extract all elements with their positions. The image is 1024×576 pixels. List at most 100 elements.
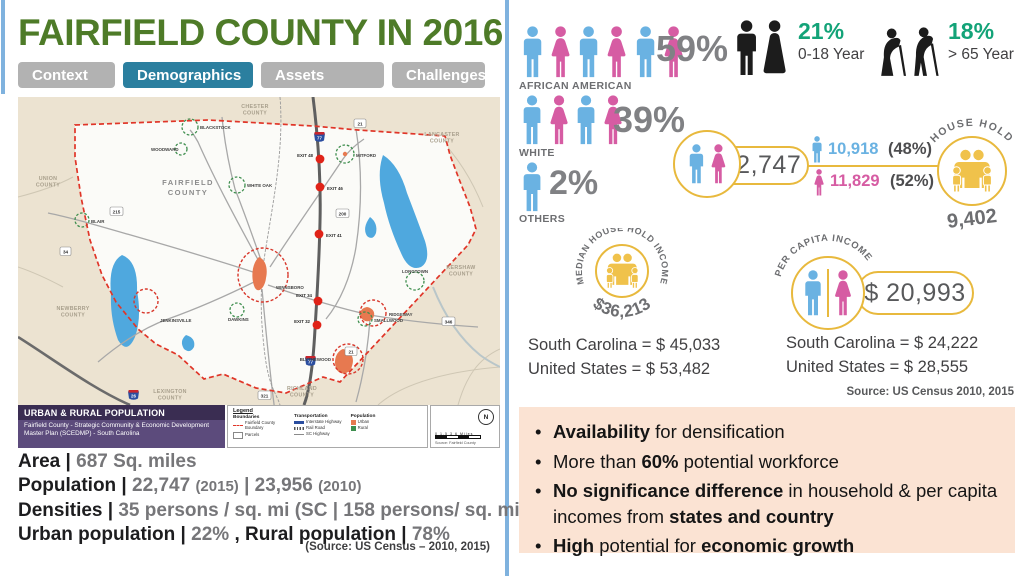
female-person-icon (604, 95, 622, 145)
population-male-icon (686, 144, 707, 184)
male-person-icon (523, 95, 541, 145)
per-capita-circle (791, 256, 865, 330)
town-dawkins: DAWKINS (228, 317, 249, 322)
map-north-scale: N 0 1.5 3 6 Miles Source: Fairfield Coun… (430, 405, 500, 448)
exit-46-label: EXIT 46 (327, 186, 343, 191)
stats-segment: Rural population | (245, 524, 412, 545)
county-stats: Area | 687 Sq. miles Population | 22,747 … (18, 450, 526, 547)
urban-swatch (350, 420, 356, 425)
us21-shield-2: 21 (348, 349, 354, 354)
tab-assets[interactable]: Assets (261, 62, 384, 88)
legend-railroad-label: Rail Road (306, 424, 325, 430)
i77-shield: 77 (317, 136, 322, 141)
youth-pct: 21% (798, 18, 845, 44)
stats-segment: 78% (411, 524, 450, 545)
population-female-icon (708, 144, 729, 184)
youth-male-icon (732, 20, 761, 76)
outside-rivers (432, 286, 501, 368)
insight-segment: 60% (641, 450, 679, 472)
sc200-shield: 200 (339, 211, 347, 216)
center-divider (505, 0, 509, 576)
insight-segment: potential for (594, 535, 702, 557)
female-count-icon (812, 169, 826, 196)
stats-segment: , (229, 524, 246, 545)
male-count-icon-glyph (812, 136, 822, 163)
legend-highway-label: SC Highway (306, 430, 330, 436)
exit-48-label: EXIT 48 (297, 153, 313, 158)
legend-title: Legend (233, 408, 253, 414)
town-winnsboro: WINNSBORO (276, 285, 304, 290)
town-ridgeway: RIDGEWAY (389, 312, 413, 317)
insight-bullet: Availability for densification (529, 419, 1001, 445)
insight-bullet: More than 60% potential workforce (529, 449, 1001, 475)
county-newberry: NEWBERRY (56, 306, 89, 312)
sc346-shield: 346 (445, 319, 453, 324)
route-shields: 77 77 26 21 21 200 215 34 321 346 (59, 118, 456, 400)
legend-boundary-label: Fairfield County Boundary (245, 420, 276, 430)
county-newberry-2: COUNTY (61, 313, 85, 319)
household-circle (937, 136, 1007, 206)
female-count-icon-glyph (814, 169, 824, 196)
stats-segment: 22,747 (132, 475, 196, 496)
white-label: WHITE (519, 147, 555, 159)
tab-context[interactable]: Context (18, 62, 115, 88)
sc34-shield: 34 (63, 249, 69, 254)
stats-segment: Population | (18, 475, 133, 496)
insight-segment: Availability (553, 421, 650, 442)
per-capita-divider (827, 269, 829, 317)
others-label: OTHERS (519, 213, 566, 225)
boundary-swatch (233, 425, 243, 427)
stats-source: (Source: US Census – 2010, 2015) (305, 541, 490, 553)
stats-line: Urban population | 22% , Rural populatio… (18, 523, 500, 547)
town-blackstock: BLACKSTOCK (200, 125, 231, 130)
insight-segment: No significance difference (553, 480, 784, 502)
african-american-icons (519, 25, 687, 78)
stats-segment: | (238, 475, 255, 496)
senior-label: > 65 Year (948, 46, 1014, 63)
insight-segment: More than (553, 450, 642, 472)
tab-demographics[interactable]: Demographics (123, 62, 253, 88)
tab-challenges[interactable]: Challenges (392, 62, 486, 88)
rural-swatch (350, 426, 356, 431)
others-pct: 2% (549, 164, 599, 202)
county-labels: CHESTER COUNTY LANCASTER COUNTY UNION CO… (36, 104, 475, 402)
tab-bar: Context Demographics Assets Challenges (18, 62, 486, 88)
per-capita-pill: $ 20,993 (856, 271, 974, 315)
county-lancaster: LANCASTER (424, 132, 459, 138)
male-count: 10,918 (828, 140, 879, 158)
map-legend: Legend Boundaries Fairfield County Bound… (227, 405, 428, 448)
sc215-shield: 215 (113, 209, 121, 214)
county-fairfield: FAIRFIELD (162, 178, 214, 187)
female-pct: (52%) (890, 172, 935, 190)
us21-shield: 21 (357, 121, 363, 126)
stats-segment: 687 Sq. miles (76, 451, 197, 472)
white-icons (519, 94, 626, 145)
youth-female-icon-glyph (763, 20, 786, 74)
fairfield-county-shape (75, 120, 476, 393)
female-person-icon (550, 95, 568, 145)
map-footer: URBAN & RURAL POPULATION Fairfield Count… (18, 405, 500, 448)
legend-rural-label: Rural (357, 425, 368, 431)
county-lexington-2: COUNTY (158, 396, 182, 402)
town-whiteoak: WHITE OAK (247, 183, 273, 188)
male-person-icon (523, 162, 541, 212)
stats-segment: Urban population | (18, 524, 192, 545)
map-subtitle: Fairfield County - Strategic Community &… (18, 420, 225, 448)
stats-segment: Densities | (18, 500, 119, 521)
population-connector-line (800, 165, 942, 167)
map-title-block: URBAN & RURAL POPULATION Fairfield Count… (18, 405, 225, 448)
population-female-icon-glyph (711, 144, 725, 184)
county-fairfield-2: COUNTY (168, 188, 208, 197)
stats-line: Population | 22,747 (2015) | 23,956 (201… (18, 474, 500, 499)
legend-transportation-head: Transportation (294, 414, 328, 419)
stats-segment: 23,956 (254, 475, 319, 496)
town-smallwood: SMALLWOOD (374, 318, 403, 323)
railroad-line (260, 96, 282, 406)
county-chester: CHESTER (241, 104, 268, 110)
female-count: 11,829 (830, 172, 880, 190)
i26-shield: 26 (131, 394, 136, 399)
urban-highlight-circles (133, 247, 387, 375)
male-pct: (48%) (888, 140, 933, 158)
county-chester-2: COUNTY (243, 111, 267, 117)
